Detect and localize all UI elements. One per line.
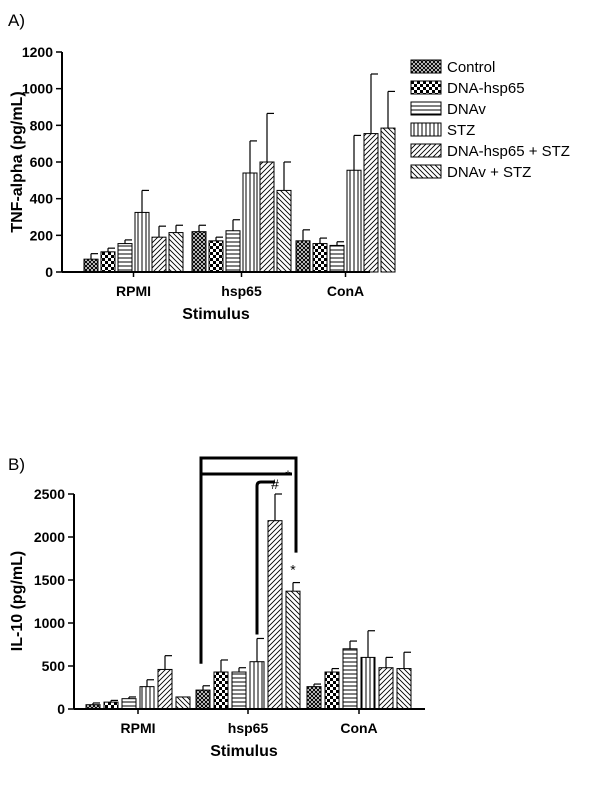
panel-a-y-tick-400: 400 [30,191,54,207]
panel-b-bar-hsp65-dna-hsp65 [213,671,229,710]
panel-b-il10-chart: B) IL-10 (pg/mL) Stimulus RPMI hsp65 ConA 0… [8,455,425,760]
panel-b-x-axis-title: Stimulus [210,743,278,760]
panel-a-y-axis-title: TNF-alpha (pg/mL) [9,91,26,232]
panel-a-legend-item-dna-hsp65-stz: DNA-hsp65 + STZ [410,143,570,160]
panel-b-x-tick-cona: ConA [340,720,377,736]
panel-a-bar-rpmi-dna-hsp65-stz [151,236,167,273]
panel-b-bar-rpmi-stz [139,686,155,710]
panel-a-bar-hsp65-stz [242,172,258,273]
panel-b-bar-cona-stz [360,656,376,710]
panel-a-x-tick-cona: ConA [327,283,364,299]
panel-a-bar-hsp65-control [191,231,207,273]
panel-a-bar-cona-control [295,240,311,273]
panel-b-bar-cona-dna-hsp65-stz [378,667,394,710]
panel-b-bar-hsp65-dnav [231,671,247,710]
panel-b-bar-hsp65-dnav-stz [285,590,301,710]
panel-a-legend-item-control: Control [410,59,495,76]
panel-b-x-tick-rpmi: RPMI [121,720,156,736]
panel-a-bar-rpmi-dnav [117,243,133,273]
panel-b-bar-hsp65-stz [249,661,265,710]
panel-b-y-tick-2000: 2000 [34,529,65,545]
panel-b-bar-rpmi-dnav-stz [175,696,191,710]
panel-b-y-tick-2500: 2500 [34,486,65,502]
panel-a-bar-cona-dnav [329,244,345,273]
panel-b-bar-rpmi-dna-hsp65 [103,701,119,710]
panel-a-bar-cona-stz [346,169,362,273]
panel-b-y-tick-500: 500 [42,658,66,674]
panel-a-legend-item-control-swatch [410,59,442,74]
panel-a-tnf-chart: A) TNF-alpha (pg/mL) Stimulus RPMI hsp65 C… [8,11,570,323]
panel-a-x-tick-hsp65: hsp65 [221,283,262,299]
panel-a-bar-hsp65-dnav-stz [276,189,292,273]
panel-a-legend-item-dna-hsp65-label: DNA-hsp65 [447,80,525,97]
panel-a-bar-cona-dna-hsp65-stz [363,133,379,273]
panel-a-y-tick-1000: 1000 [22,81,53,97]
panel-a-bar-cona-dna-hsp65 [312,243,328,273]
panel-a-bar-rpmi-dna-hsp65 [100,251,116,273]
panel-b-bar-hsp65-control [195,689,211,710]
panel-a-legend-item-dnav-label: DNAv [447,101,486,118]
panel-b-y-axis-title: IL-10 (pg/mL) [9,551,26,651]
panel-a-legend-item-dnav-stz-swatch [410,164,442,179]
panel-a-legend-item-dnav-stz: DNAv + STZ [410,164,531,181]
panel-b-sig-star-outer: * [285,467,291,483]
panel-a-x-axis-title: Stimulus [182,306,250,323]
panel-b-bracket-stz-vs-dnahsp65-stz [255,480,275,635]
panel-a-bar-rpmi-stz [134,211,150,273]
panel-b-bracket-control-vs-dnav-stz [199,456,298,664]
panel-b-bar-hsp65-dna-hsp65-stz [267,520,283,710]
panel-b-sig-hash: # [271,476,279,492]
panel-b-x-tick-hsp65: hsp65 [228,720,269,736]
panel-a-bar-rpmi-dnav-stz [168,232,184,273]
panel-a-legend-item-dna-hsp65-swatch [410,80,442,95]
panel-a-bar-hsp65-dna-hsp65-stz [259,161,275,273]
panel-b-bar-cona-control [306,686,322,710]
panel-a-y-tick-200: 200 [30,227,54,243]
panel-b-bar-rpmi-dnav [121,698,137,710]
panel-a-legend-item-dna-hsp65-stz-swatch [410,143,442,158]
panel-b-y-tick-1500: 1500 [34,572,65,588]
panel-a-legend-item-stz-label: STZ [447,122,475,139]
panel-a-legend-item-stz-swatch [410,122,442,137]
panel-a-bar-cona-dnav-stz [380,127,396,273]
panel-a-legend-item-stz: STZ [410,122,475,139]
panel-a-legend-item-dnav: DNAv [410,101,486,118]
panel-a-legend-item-dna-hsp65: DNA-hsp65 [410,80,525,97]
panel-a-bar-hsp65-dna-hsp65 [208,240,224,273]
panel-b-label: B) [8,455,25,474]
panel-a-y-tick-1200: 1200 [22,44,53,60]
panel-a-y-tick-600: 600 [30,154,54,170]
panel-a-legend-item-dnav-swatch [410,101,442,116]
panel-a-y-tick-800: 800 [30,117,54,133]
panel-b-sig-star-dnav-stz: * [290,562,296,578]
panel-b-bar-cona-dnav-stz [396,668,412,710]
panel-b-bar-cona-dnav [342,648,358,710]
panel-b-y-tick-0: 0 [57,701,65,717]
panel-a-legend-item-control-label: Control [447,59,495,76]
panel-a-y-tick-0: 0 [45,264,53,280]
panel-a-legend: Control DNA-hsp65 DNAv STZ DNA-hsp65 + STZ DN… [410,59,570,181]
panel-a-bar-rpmi-control [83,258,99,273]
panel-a-bar-hsp65-dnav [225,230,241,273]
panel-b-y-tick-1000: 1000 [34,615,65,631]
panel-a-legend-item-dna-hsp65-stz-label: DNA-hsp65 + STZ [447,143,570,160]
panel-a-legend-item-dnav-stz-label: DNAv + STZ [447,164,531,181]
panel-a-x-tick-rpmi: RPMI [116,283,151,299]
panel-b-bar-cona-dna-hsp65 [324,671,340,710]
panel-b-bar-rpmi-dna-hsp65-stz [157,668,173,710]
panel-a-label: A) [8,11,25,30]
